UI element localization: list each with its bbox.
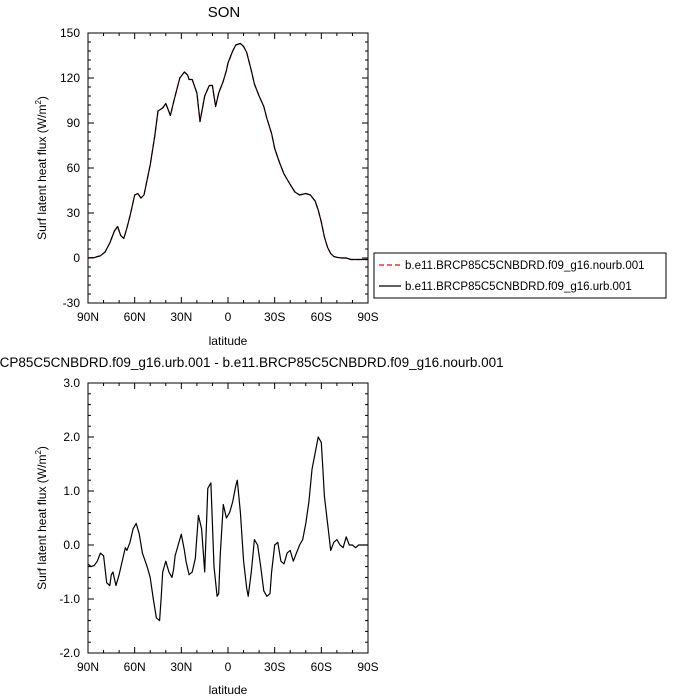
- top-y-tick-label: 90: [67, 116, 81, 130]
- top-x-tick-label: 30S: [264, 310, 285, 324]
- top-y-axis-label-tail: ): [35, 96, 49, 100]
- top-y-tick-label: 0: [73, 251, 80, 265]
- top-y-tick-label: 30: [67, 206, 81, 220]
- bottom-chart-title: b.e11.BRCP85C5CNBDRD.f09_g16.urb.001 - b…: [0, 355, 504, 370]
- bottom-y-tick-label: -2.0: [59, 646, 80, 660]
- bottom-y-tick-label: 0.0: [63, 538, 80, 552]
- bottom-y-tick-label: 2.0: [63, 430, 80, 444]
- top-plot-area: 90N 60N 30N 0 30S 60S 90S -30 0 30 60 90 120 150: [60, 26, 379, 324]
- bottom-y-tick-label: 1.0: [63, 484, 80, 498]
- bottom-x-tick-label: 0: [225, 660, 232, 674]
- bottom-x-tick-label: 90S: [357, 660, 378, 674]
- bottom-y-axis-label-tail: ): [35, 446, 49, 450]
- bottom-y-axis-label-main: Surf latent heat flux (W/m: [35, 455, 49, 590]
- bottom-y-tick-label: 3.0: [63, 376, 80, 390]
- top-y-axis-label-sup: 2: [34, 100, 43, 105]
- bottom-x-tick-label: 30S: [264, 660, 285, 674]
- bottom-y-axis-label: Surf latent heat flux (W/m2): [34, 446, 49, 590]
- bottom-y-tick-label: -1.0: [59, 592, 80, 606]
- bottom-plot-area: 90N 60N 30N 0 30S 60S 90S -2.0 -1.0 0.0 1.0 2.0 3.0: [59, 376, 378, 674]
- legend-label-urb: b.e11.BRCP85C5CNBDRD.f09_g16.urb.001: [405, 281, 632, 293]
- bottom-x-tick-label: 60S: [311, 660, 332, 674]
- top-y-tick-label: 60: [67, 161, 81, 175]
- top-y-axis-label-main: Surf latent heat flux (W/m: [35, 105, 49, 240]
- top-x-tick-label: 60S: [311, 310, 332, 324]
- legend-box: [373, 252, 667, 299]
- top-y-axis-label: Surf latent heat flux (W/m2): [34, 96, 49, 240]
- bottom-y-axis-label-sup: 2: [34, 450, 43, 455]
- bottom-plot-frame: [87, 382, 369, 654]
- bottom-series-line-0: [87, 436, 368, 622]
- top-y-tick-label: 150: [60, 26, 80, 40]
- panel-bottom: b.e11.BRCP85C5CNBDRD.f09_g16.urb.001 - b…: [0, 355, 504, 697]
- bottom-x-tick-label: 90N: [77, 660, 99, 674]
- top-x-tick-label: 30N: [170, 310, 192, 324]
- top-series-line-0: [87, 42, 368, 261]
- top-x-axis-label: latitude: [209, 334, 248, 348]
- panel-top: SON 90N 60N 30N 0 30S 60S 90S-300306090120150 …: [34, 4, 379, 348]
- bottom-x-axis-label: latitude: [209, 683, 248, 697]
- top-x-tick-label: 0: [225, 310, 232, 324]
- top-chart-title: SON: [208, 4, 241, 21]
- bottom-x-tick-label: 60N: [124, 660, 146, 674]
- legend-label-nourb: b.e11.BRCP85C5CNBDRD.f09_g16.nourb.001: [405, 260, 645, 272]
- top-plot-frame: [87, 32, 369, 304]
- top-y-tick-label: -30: [63, 296, 81, 310]
- top-y-tick-label: 120: [60, 71, 80, 85]
- legend: b.e11.BRCP85C5CNBDRD.f09_g16.nourb.001 b…: [373, 252, 667, 299]
- top-x-tick-label: 90N: [77, 310, 99, 324]
- top-x-tick-label: 90S: [357, 310, 378, 324]
- bottom-x-tick-label: 30N: [170, 660, 192, 674]
- top-x-tick-label: 60N: [124, 310, 146, 324]
- top-series-line-1: [87, 42, 368, 261]
